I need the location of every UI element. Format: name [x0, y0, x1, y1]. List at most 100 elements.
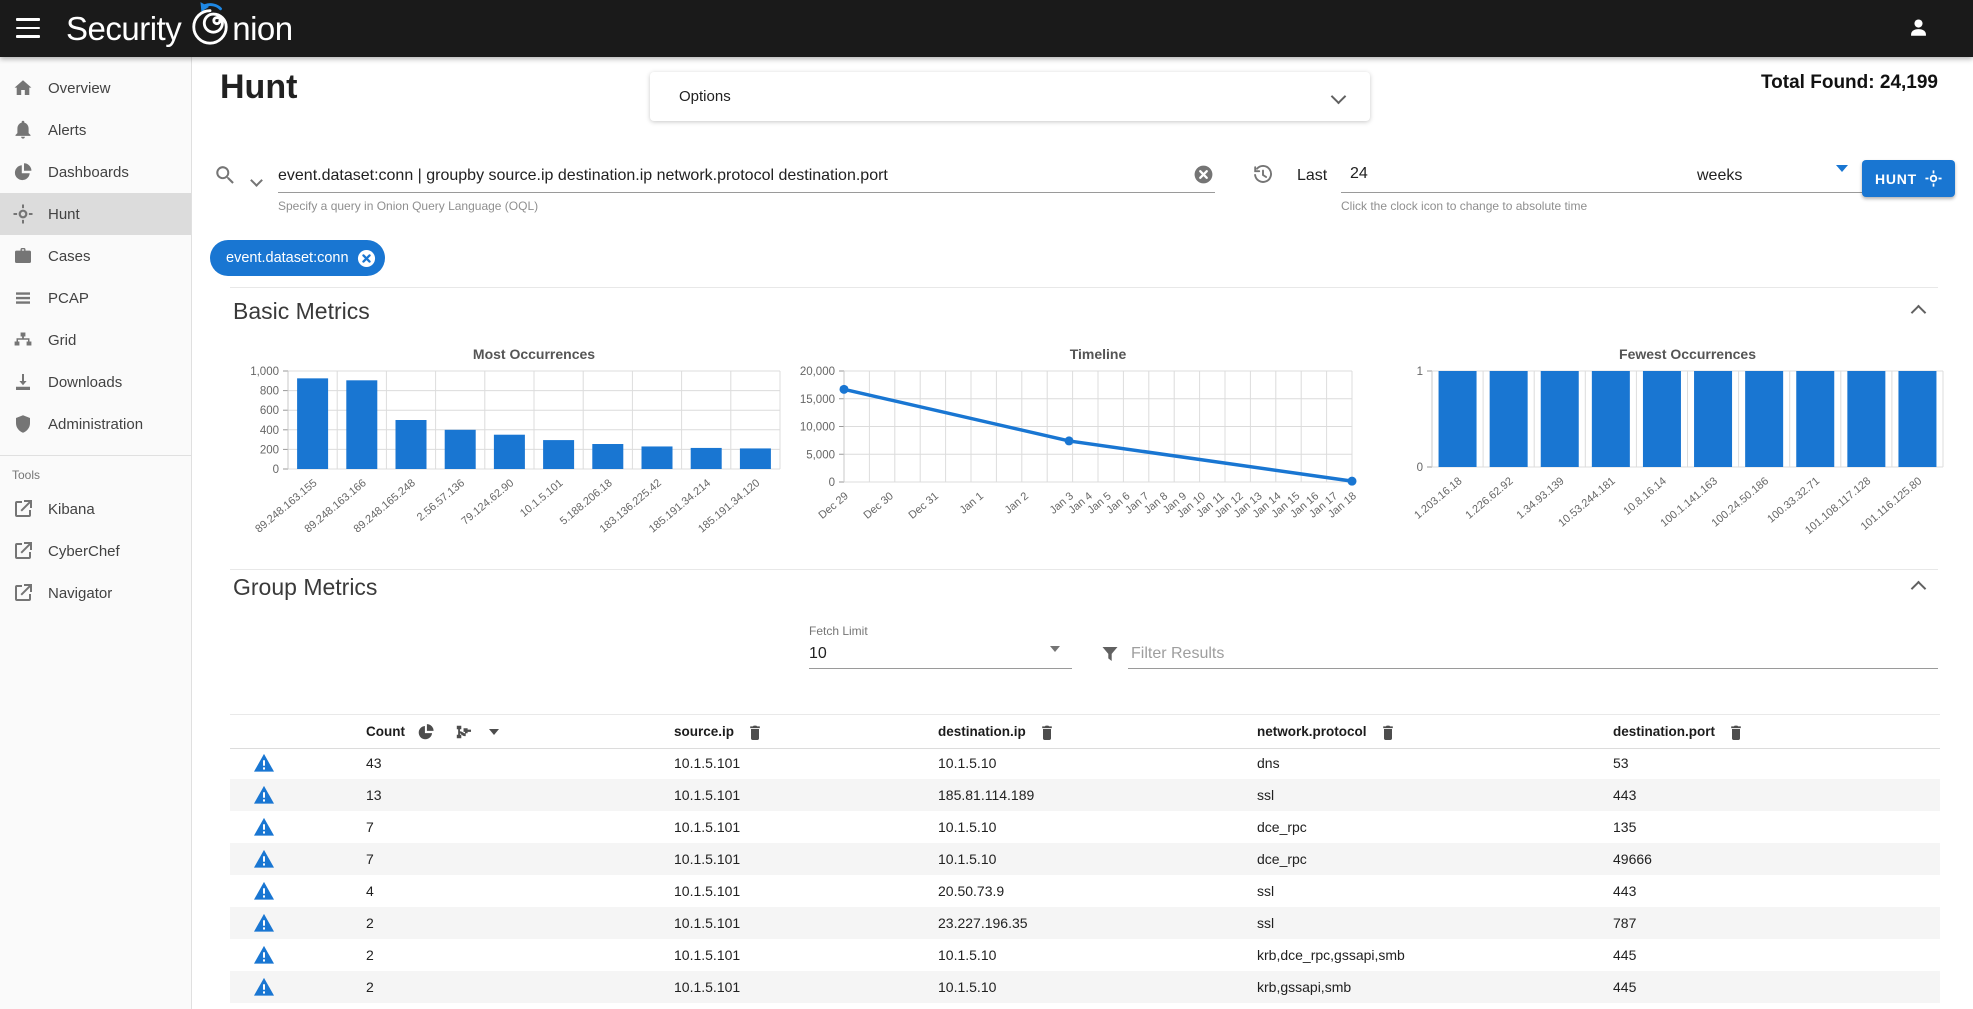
cell-source-ip[interactable]: 10.1.5.101 — [674, 755, 741, 771]
sidebar-item-cases[interactable]: Cases — [0, 235, 191, 277]
remove-column-trash-icon[interactable] — [746, 723, 764, 741]
cell-source-ip[interactable]: 10.1.5.101 — [674, 947, 741, 963]
cell-network-protocol[interactable]: ssl — [1257, 883, 1275, 899]
event-actions-warning-icon[interactable] — [253, 945, 275, 965]
toggle-pie-chart-icon[interactable] — [417, 723, 435, 741]
cell-destination-port[interactable]: 445 — [1613, 947, 1637, 963]
event-actions-warning-icon[interactable] — [253, 753, 275, 773]
sidebar-item-administration[interactable]: Administration — [0, 403, 191, 445]
chip-close-icon[interactable] — [357, 249, 376, 268]
cell-network-protocol[interactable]: dns — [1257, 755, 1280, 771]
account-icon[interactable] — [1905, 15, 1932, 42]
cell-destination-ip[interactable]: 23.227.196.35 — [938, 915, 1028, 931]
event-actions-warning-icon[interactable] — [253, 881, 275, 901]
bar[interactable] — [297, 378, 329, 469]
bar[interactable] — [444, 429, 476, 469]
bar[interactable] — [1796, 371, 1835, 467]
bar[interactable] — [641, 446, 673, 469]
hamburger-menu-icon[interactable] — [14, 16, 42, 40]
unit-select[interactable]: weeks — [1697, 167, 1743, 184]
cell-count[interactable]: 43 — [366, 755, 382, 771]
chart-options-caret-icon[interactable] — [488, 728, 499, 735]
cell-source-ip[interactable]: 10.1.5.101 — [674, 851, 741, 867]
sidebar-item-cyberchef[interactable]: CyberChef — [0, 530, 191, 572]
cell-source-ip[interactable]: 10.1.5.101 — [674, 819, 741, 835]
data-point[interactable] — [1347, 476, 1357, 486]
cell-destination-ip[interactable]: 10.1.5.10 — [938, 947, 997, 963]
bar[interactable] — [592, 444, 624, 469]
filter-results-input[interactable] — [1131, 645, 1911, 663]
sidebar-item-alerts[interactable]: Alerts — [0, 109, 191, 151]
cell-count[interactable]: 2 — [366, 979, 374, 995]
unit-select-caret-icon[interactable] — [1836, 165, 1848, 190]
cell-source-ip[interactable]: 10.1.5.101 — [674, 915, 741, 931]
cell-network-protocol[interactable]: dce_rpc — [1257, 851, 1307, 867]
bar[interactable] — [1847, 371, 1886, 467]
sidebar-item-grid[interactable]: Grid — [0, 319, 191, 361]
hunt-button[interactable]: HUNT — [1862, 160, 1955, 197]
cell-destination-port[interactable]: 53 — [1613, 755, 1629, 771]
clear-query-icon[interactable] — [1193, 164, 1214, 190]
bar[interactable] — [543, 440, 575, 469]
bar[interactable] — [1438, 371, 1477, 467]
bar[interactable] — [1642, 371, 1681, 467]
cell-destination-port[interactable]: 445 — [1613, 979, 1637, 995]
cell-destination-port[interactable]: 787 — [1613, 915, 1637, 931]
data-point[interactable] — [1064, 436, 1074, 446]
sidebar-item-hunt[interactable]: Hunt — [0, 193, 191, 235]
cell-count[interactable]: 4 — [366, 883, 374, 899]
query-dropdown-chevron-icon[interactable] — [250, 172, 263, 190]
cell-network-protocol[interactable]: ssl — [1257, 787, 1275, 803]
bar[interactable] — [1489, 371, 1528, 467]
cell-source-ip[interactable]: 10.1.5.101 — [674, 883, 741, 899]
cell-count[interactable]: 2 — [366, 947, 374, 963]
cell-count[interactable]: 2 — [366, 915, 374, 931]
sidebar-item-kibana[interactable]: Kibana — [0, 488, 191, 530]
cell-count[interactable]: 13 — [366, 787, 382, 803]
clock-history-icon[interactable] — [1252, 164, 1274, 191]
sidebar-item-overview[interactable]: Overview — [0, 67, 191, 109]
filter-chip[interactable]: event.dataset:conn — [210, 240, 385, 276]
cell-count[interactable]: 7 — [366, 819, 374, 835]
remove-column-trash-icon[interactable] — [1038, 723, 1056, 741]
cell-network-protocol[interactable]: dce_rpc — [1257, 819, 1307, 835]
cell-destination-port[interactable]: 443 — [1613, 883, 1637, 899]
event-actions-warning-icon[interactable] — [253, 785, 275, 805]
event-actions-warning-icon[interactable] — [253, 849, 275, 869]
cell-count[interactable]: 7 — [366, 851, 374, 867]
collapse-basic-metrics-button[interactable] — [1908, 302, 1928, 322]
cell-source-ip[interactable]: 10.1.5.101 — [674, 787, 741, 803]
sidebar-item-downloads[interactable]: Downloads — [0, 361, 191, 403]
cell-destination-ip[interactable]: 185.81.114.189 — [938, 787, 1035, 803]
sidebar-item-pcap[interactable]: PCAP — [0, 277, 191, 319]
cell-source-ip[interactable]: 10.1.5.101 — [674, 979, 741, 995]
duration-input[interactable] — [1350, 165, 1680, 183]
sidebar-item-dashboards[interactable]: Dashboards — [0, 151, 191, 193]
remove-column-trash-icon[interactable] — [1379, 723, 1397, 741]
bar[interactable] — [690, 447, 722, 469]
cell-destination-ip[interactable]: 20.50.73.9 — [938, 883, 1005, 899]
options-expansion-panel[interactable]: Options — [650, 72, 1370, 121]
bar[interactable] — [1745, 371, 1784, 467]
event-actions-warning-icon[interactable] — [253, 977, 275, 997]
bar[interactable] — [1540, 371, 1579, 467]
cell-destination-port[interactable]: 135 — [1613, 819, 1637, 835]
cell-network-protocol[interactable]: ssl — [1257, 915, 1275, 931]
cell-destination-port[interactable]: 49666 — [1613, 851, 1652, 867]
fetch-limit-select[interactable]: 10 — [809, 645, 827, 662]
cell-destination-ip[interactable]: 10.1.5.10 — [938, 755, 997, 771]
sidebar-item-navigator[interactable]: Navigator — [0, 572, 191, 614]
cell-destination-ip[interactable]: 10.1.5.10 — [938, 979, 997, 995]
toggle-sankey-icon[interactable] — [455, 723, 473, 741]
bar[interactable] — [346, 380, 378, 469]
bar[interactable] — [493, 434, 525, 469]
event-actions-warning-icon[interactable] — [253, 817, 275, 837]
remove-column-trash-icon[interactable] — [1727, 723, 1745, 741]
bar[interactable] — [1591, 371, 1630, 467]
query-input[interactable] — [278, 163, 1203, 189]
cell-network-protocol[interactable]: krb,dce_rpc,gssapi,smb — [1257, 947, 1405, 963]
cell-destination-ip[interactable]: 10.1.5.10 — [938, 851, 997, 867]
bar[interactable] — [1694, 371, 1733, 467]
event-actions-warning-icon[interactable] — [253, 913, 275, 933]
cell-network-protocol[interactable]: krb,gssapi,smb — [1257, 979, 1352, 995]
